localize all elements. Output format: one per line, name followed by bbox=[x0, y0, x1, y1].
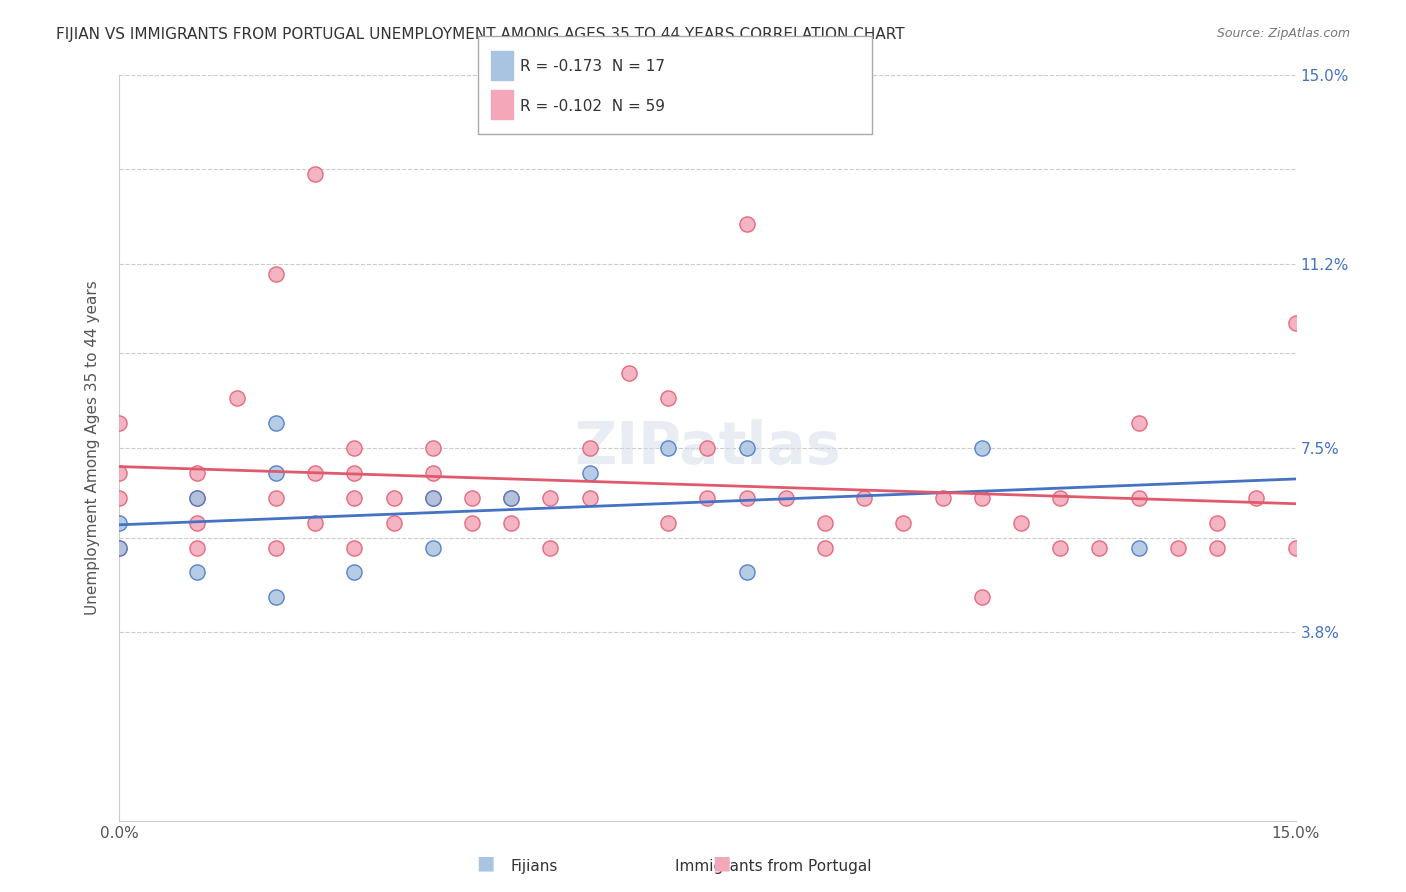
Text: R = -0.102  N = 59: R = -0.102 N = 59 bbox=[520, 99, 665, 113]
Point bbox=[970, 491, 993, 505]
Point bbox=[461, 516, 484, 530]
Point bbox=[578, 491, 600, 505]
Point bbox=[617, 366, 640, 380]
Point bbox=[931, 491, 953, 505]
Point bbox=[735, 491, 758, 505]
Point bbox=[970, 591, 993, 605]
Point bbox=[108, 541, 131, 555]
Text: ZIPatlas: ZIPatlas bbox=[574, 419, 841, 476]
Point bbox=[422, 491, 444, 505]
Point bbox=[1206, 541, 1229, 555]
Point bbox=[422, 541, 444, 555]
Point bbox=[422, 491, 444, 505]
Point bbox=[1049, 541, 1071, 555]
Point bbox=[501, 491, 523, 505]
Text: ■: ■ bbox=[711, 854, 731, 872]
Text: Immigrants from Portugal: Immigrants from Portugal bbox=[675, 859, 872, 874]
Point bbox=[735, 566, 758, 580]
Point bbox=[578, 466, 600, 480]
Point bbox=[853, 491, 876, 505]
Text: Source: ZipAtlas.com: Source: ZipAtlas.com bbox=[1216, 27, 1350, 40]
Point bbox=[382, 516, 405, 530]
Text: R = -0.173  N = 17: R = -0.173 N = 17 bbox=[520, 60, 665, 74]
Point bbox=[1049, 491, 1071, 505]
Point bbox=[186, 491, 208, 505]
Text: Fijians: Fijians bbox=[510, 859, 558, 874]
Text: FIJIAN VS IMMIGRANTS FROM PORTUGAL UNEMPLOYMENT AMONG AGES 35 TO 44 YEARS CORREL: FIJIAN VS IMMIGRANTS FROM PORTUGAL UNEMP… bbox=[56, 27, 905, 42]
Point bbox=[264, 466, 287, 480]
Point bbox=[735, 217, 758, 231]
Text: ■: ■ bbox=[475, 854, 495, 872]
Point bbox=[814, 516, 837, 530]
Point bbox=[264, 591, 287, 605]
Point bbox=[1128, 491, 1150, 505]
Point bbox=[108, 516, 131, 530]
Point bbox=[657, 391, 679, 405]
Point bbox=[108, 541, 131, 555]
Point bbox=[657, 516, 679, 530]
Point bbox=[264, 541, 287, 555]
Point bbox=[1206, 516, 1229, 530]
Point bbox=[225, 391, 247, 405]
Point bbox=[538, 491, 561, 505]
Point bbox=[1284, 541, 1306, 555]
Point bbox=[186, 566, 208, 580]
Point bbox=[1246, 491, 1268, 505]
Point bbox=[1088, 541, 1111, 555]
Point bbox=[775, 491, 797, 505]
Point bbox=[108, 466, 131, 480]
Point bbox=[814, 541, 837, 555]
Point bbox=[893, 516, 915, 530]
Point bbox=[538, 541, 561, 555]
Point bbox=[343, 541, 366, 555]
Point bbox=[1128, 416, 1150, 430]
Point bbox=[186, 541, 208, 555]
Point bbox=[970, 441, 993, 455]
Point bbox=[696, 491, 718, 505]
Point bbox=[657, 441, 679, 455]
Point bbox=[343, 466, 366, 480]
Point bbox=[343, 441, 366, 455]
Point bbox=[578, 441, 600, 455]
Point bbox=[264, 416, 287, 430]
Point bbox=[461, 491, 484, 505]
Point bbox=[108, 491, 131, 505]
Point bbox=[422, 466, 444, 480]
Point bbox=[501, 516, 523, 530]
Point bbox=[1128, 541, 1150, 555]
Point bbox=[382, 491, 405, 505]
Point bbox=[186, 491, 208, 505]
Point bbox=[1010, 516, 1032, 530]
Point bbox=[108, 416, 131, 430]
Point bbox=[343, 566, 366, 580]
Point bbox=[264, 491, 287, 505]
Point bbox=[1167, 541, 1189, 555]
Point bbox=[304, 516, 326, 530]
Y-axis label: Unemployment Among Ages 35 to 44 years: Unemployment Among Ages 35 to 44 years bbox=[86, 281, 100, 615]
Point bbox=[264, 267, 287, 281]
Point bbox=[501, 491, 523, 505]
Point bbox=[304, 466, 326, 480]
Point bbox=[343, 491, 366, 505]
Point bbox=[422, 441, 444, 455]
Point bbox=[696, 441, 718, 455]
Point bbox=[735, 441, 758, 455]
Point bbox=[1284, 317, 1306, 331]
Point bbox=[186, 466, 208, 480]
Point bbox=[304, 167, 326, 181]
Point bbox=[186, 516, 208, 530]
